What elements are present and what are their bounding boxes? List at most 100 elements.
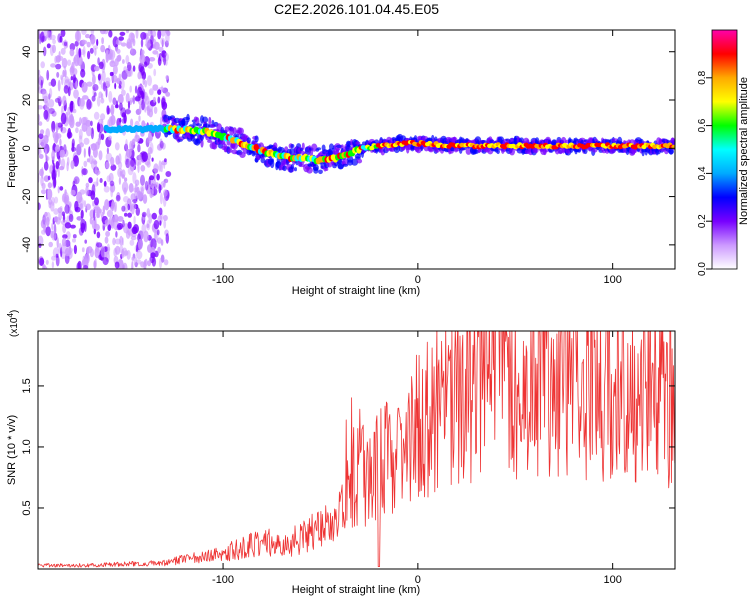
noise-blob xyxy=(138,153,142,166)
noise-blob xyxy=(75,127,79,134)
noise-blob xyxy=(165,75,169,80)
snr-series-line xyxy=(38,331,675,568)
noise-blob xyxy=(40,79,43,89)
noise-blob xyxy=(114,104,119,109)
noise-blob xyxy=(141,99,145,111)
noise-blob xyxy=(76,216,83,221)
noise-blob xyxy=(57,79,61,92)
noise-blob xyxy=(151,157,154,162)
noise-blob xyxy=(135,30,139,39)
noise-blob xyxy=(43,161,49,171)
noise-blob xyxy=(86,99,92,110)
noise-blob xyxy=(103,180,107,187)
noise-blob xyxy=(57,33,62,43)
noise-blob xyxy=(158,207,163,216)
noise-blob xyxy=(133,256,138,266)
noise-blob xyxy=(82,265,89,269)
noise-blob xyxy=(125,139,128,151)
noise-blob xyxy=(145,36,151,49)
noise-blob xyxy=(55,253,59,258)
y-tick-label: 1.5 xyxy=(21,378,33,393)
noise-blob xyxy=(106,105,110,115)
noise-blob xyxy=(44,148,47,159)
noise-blob xyxy=(68,213,74,223)
noise-blob xyxy=(114,245,121,255)
noise-blob xyxy=(140,186,144,198)
noise-blob xyxy=(143,61,148,68)
noise-blob xyxy=(114,238,122,245)
noise-blob xyxy=(52,39,56,45)
noise-blob xyxy=(79,98,85,110)
noise-blob xyxy=(48,99,55,108)
noise-blob xyxy=(121,205,126,212)
noise-blob xyxy=(110,185,114,198)
noise-blob xyxy=(124,212,128,217)
noise-blob xyxy=(146,136,153,144)
x-tick-label: -100 xyxy=(212,274,234,286)
noise-blob xyxy=(67,59,72,66)
noise-blob xyxy=(41,189,47,195)
noise-blob xyxy=(99,30,106,35)
ridge-halo-blob xyxy=(294,167,297,172)
noise-blob xyxy=(125,92,130,103)
noise-blob xyxy=(130,118,134,128)
noise-blob xyxy=(98,61,104,70)
noise-blob xyxy=(115,231,118,238)
noise-blob xyxy=(57,55,64,61)
noise-blob xyxy=(93,209,96,221)
noise-blob xyxy=(38,105,44,110)
noise-blob xyxy=(121,248,125,259)
x-tick-label: 100 xyxy=(603,574,621,586)
noise-blob xyxy=(114,261,120,269)
noise-blob xyxy=(43,46,47,57)
noise-blob xyxy=(137,238,143,250)
noise-blob xyxy=(141,90,145,100)
noise-blob xyxy=(112,97,117,105)
noise-blob xyxy=(90,34,96,45)
noise-blob xyxy=(106,175,111,183)
noise-blob xyxy=(38,133,44,140)
noise-blob xyxy=(111,200,115,212)
noise-blob xyxy=(157,89,162,95)
noise-blob xyxy=(71,61,75,74)
noise-blob xyxy=(92,200,95,207)
noise-blob xyxy=(125,148,132,158)
noise-blob xyxy=(55,217,61,225)
noise-blob xyxy=(51,169,57,180)
colorbar: 0.0 0.2 0.4 0.6 0.8 Normalized spectral ampl… xyxy=(697,29,750,276)
ridge-halo-blob xyxy=(282,165,287,172)
ridge-halo-blob xyxy=(224,126,230,133)
noise-blob xyxy=(156,173,160,181)
noise-blob xyxy=(60,30,66,37)
noise-blob xyxy=(105,53,109,63)
noise-blob xyxy=(140,261,145,268)
colorbar-ticks: 0.0 0.2 0.4 0.6 0.8 xyxy=(697,70,712,276)
noise-blob xyxy=(104,236,109,244)
noise-blob xyxy=(129,239,135,246)
spectrogram-y-ticks: -40 -20 0 20 40 xyxy=(21,46,675,253)
noise-blob xyxy=(109,60,116,68)
noise-blob xyxy=(125,54,130,65)
ridge-halo-blob xyxy=(385,147,390,152)
noise-blob xyxy=(118,36,124,41)
noise-blob xyxy=(152,84,159,91)
ridge-halo-blob xyxy=(181,120,189,126)
noise-blob xyxy=(81,168,88,176)
noise-blob xyxy=(133,215,136,225)
x-tick-label: -100 xyxy=(212,574,234,586)
noise-blob xyxy=(74,30,82,42)
noise-blob xyxy=(93,260,97,269)
noise-blob xyxy=(137,86,143,99)
ridge-halo-blob xyxy=(474,136,482,144)
ridge-halo-blob xyxy=(544,149,549,153)
noise-blob xyxy=(55,122,59,134)
noise-blob xyxy=(153,68,157,77)
noise-blob xyxy=(127,221,132,229)
colorbar-tick-label: 0.0 xyxy=(697,262,708,276)
noise-blob xyxy=(108,90,113,103)
noise-blob xyxy=(69,102,74,113)
y-tick-label: -20 xyxy=(21,189,33,205)
noise-blob xyxy=(158,46,164,53)
noise-blob xyxy=(151,257,157,267)
noise-blob xyxy=(53,208,59,215)
